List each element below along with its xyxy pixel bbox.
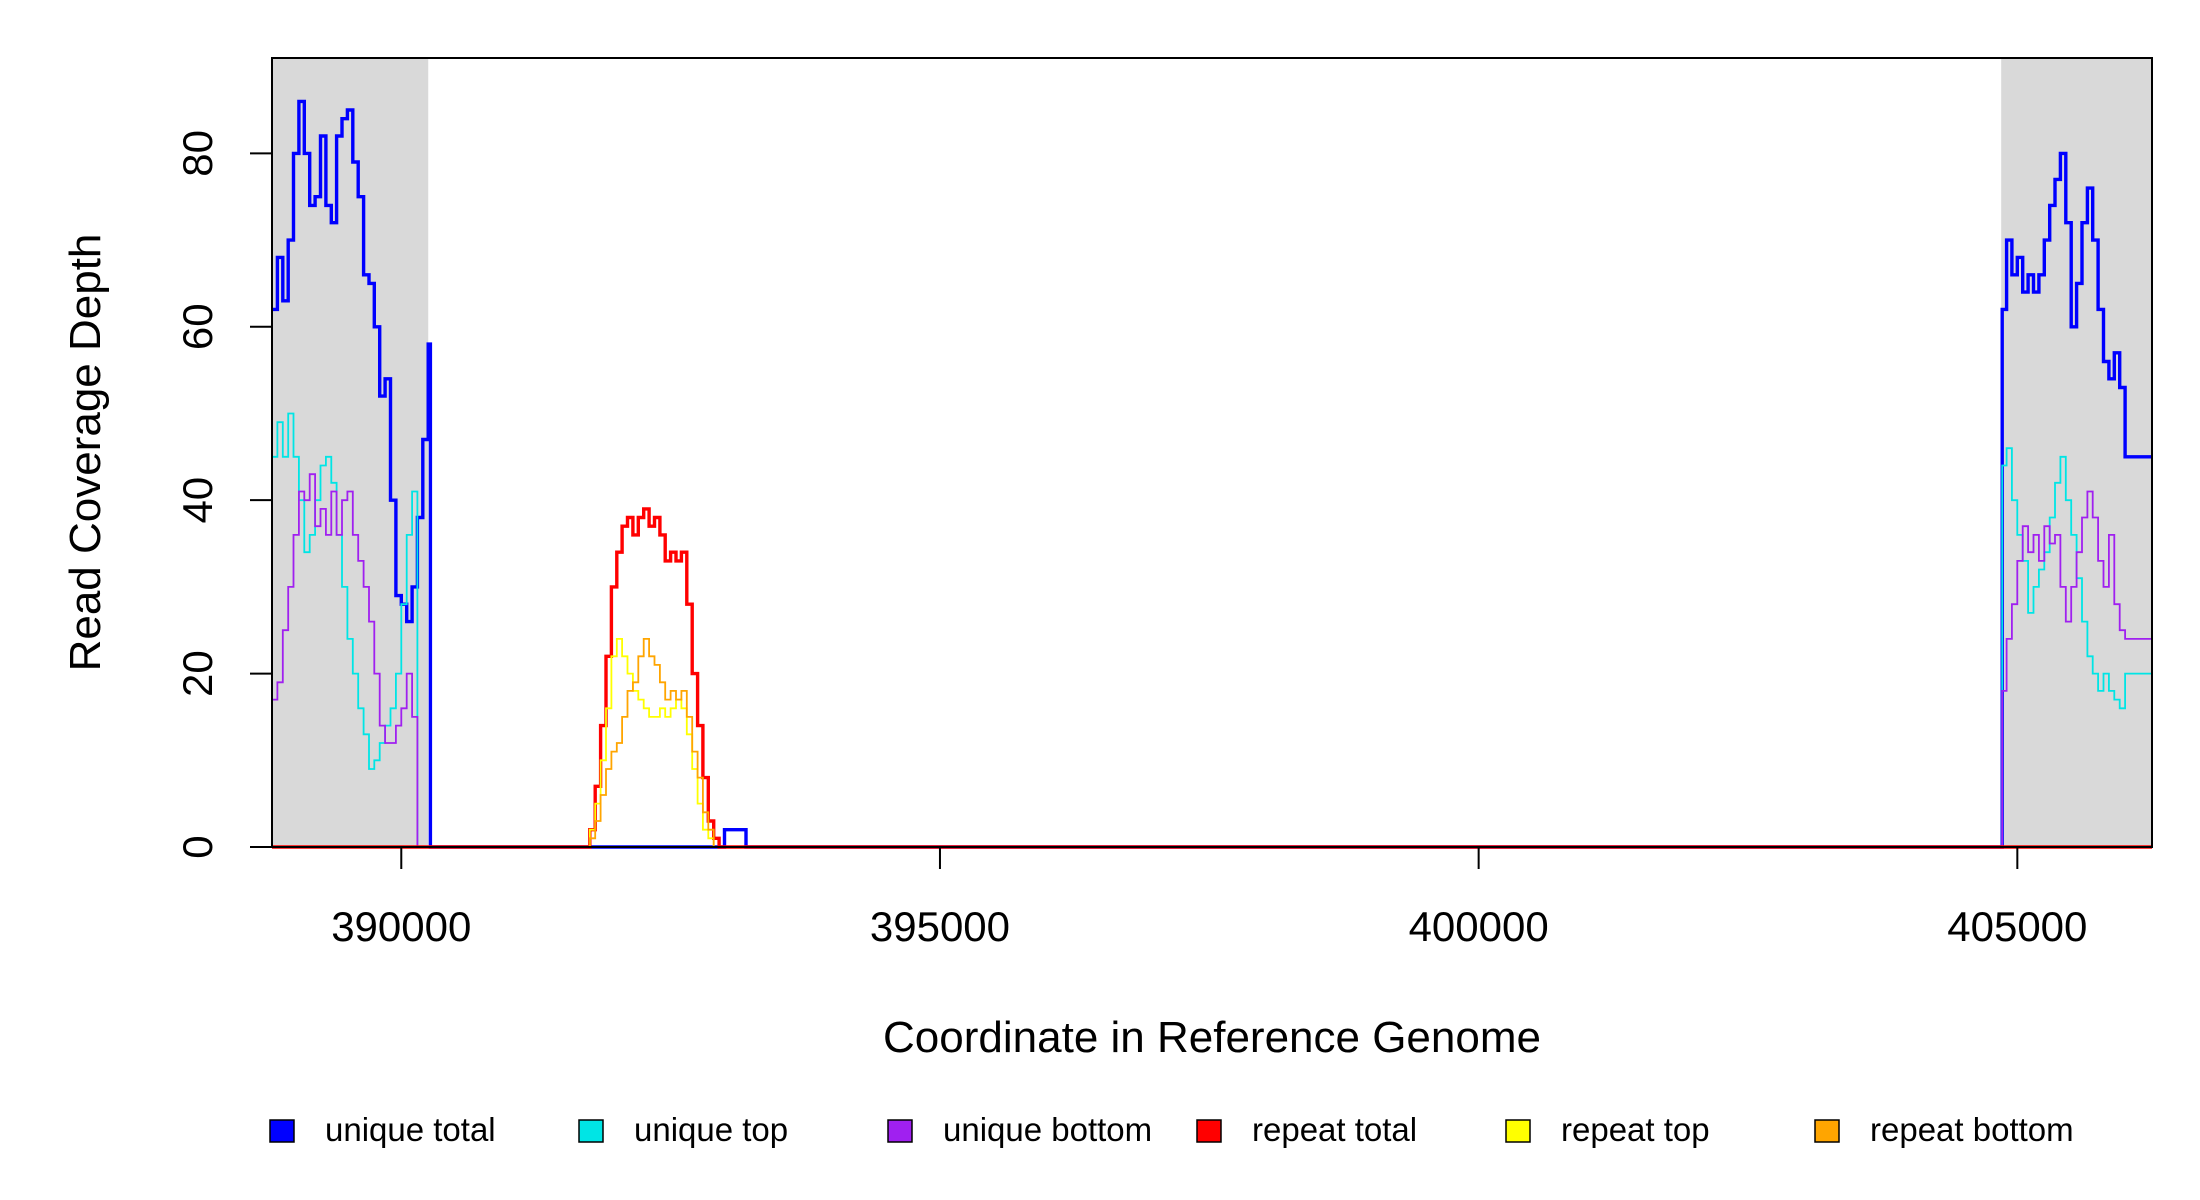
legend-label: repeat total <box>1252 1111 1417 1148</box>
series-line-repeat-top <box>272 638 2152 848</box>
legend-label: unique top <box>634 1111 788 1148</box>
legend-swatch-unique-total <box>269 1119 295 1143</box>
x-tick-label: 400000 <box>1409 903 1549 950</box>
series-line-repeat-bottom <box>272 638 2152 848</box>
series-line-unique-top <box>272 412 2152 848</box>
x-axis: 390000 395000 400000 405000 <box>331 846 2087 950</box>
y-tick-label: 0 <box>174 835 221 858</box>
shaded-region-1 <box>272 58 429 847</box>
series-line-unique-total <box>272 99 2152 849</box>
legend-label: repeat top <box>1561 1111 1710 1148</box>
x-tick-label: 390000 <box>331 903 471 950</box>
legend-swatch-repeat-top <box>1505 1119 1531 1143</box>
y-tick-label: 20 <box>174 650 221 697</box>
legend-label: unique total <box>325 1111 496 1148</box>
series-line-unique-bottom <box>272 473 2152 848</box>
shaded-regions <box>272 58 2152 847</box>
legend-label: repeat bottom <box>1870 1111 2074 1148</box>
x-tick-label: 405000 <box>1947 903 2087 950</box>
y-axis-title: Read Coverage Depth <box>61 234 110 672</box>
plot-frame <box>271 57 2153 848</box>
shaded-region-2 <box>2001 58 2152 847</box>
series-lines <box>272 99 2152 849</box>
y-tick-label: 60 <box>174 303 221 350</box>
y-tick-label: 40 <box>174 477 221 524</box>
legend-swatch-unique-top <box>578 1119 604 1143</box>
legend-swatch-repeat-bottom <box>1814 1119 1840 1143</box>
series-line-repeat-total <box>272 507 2152 849</box>
legend-swatch-unique-bottom <box>887 1119 913 1143</box>
legend: unique total unique top unique bottom repea… <box>269 1111 2074 1148</box>
legend-label: unique bottom <box>943 1111 1152 1148</box>
y-tick-label: 80 <box>174 130 221 177</box>
legend-swatch-repeat-total <box>1196 1119 1222 1143</box>
x-tick-label: 395000 <box>870 903 1010 950</box>
x-axis-title: Coordinate in Reference Genome <box>883 1013 1541 1062</box>
y-axis: 0 20 40 60 80 <box>174 130 273 859</box>
